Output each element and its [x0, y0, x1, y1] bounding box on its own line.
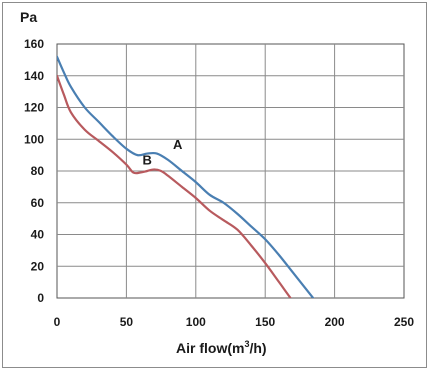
grid-lines — [57, 44, 404, 298]
y-axis-title: Pa — [20, 9, 37, 25]
y-tick-labels: 0 20 40 60 80 100 120 140 160 — [24, 37, 44, 305]
x-tick-labels: 0 50 100 150 200 250 — [54, 315, 415, 329]
y-tick-label: 100 — [24, 132, 44, 146]
x-axis-title-tail: /h) — [249, 340, 266, 356]
y-tick-label: 60 — [31, 196, 45, 210]
x-tick-label: 250 — [394, 315, 414, 329]
series-group — [57, 55, 315, 298]
x-axis-title: Air flow(m3/h) — [176, 339, 267, 356]
x-tick-label: 200 — [325, 315, 345, 329]
x-axis-title-main: Air flow(m — [176, 340, 244, 356]
y-tick-label: 0 — [37, 291, 44, 305]
y-tick-label: 40 — [31, 228, 45, 242]
x-tick-label: 0 — [54, 315, 61, 329]
y-tick-label: 120 — [24, 101, 44, 115]
y-tick-label: 140 — [24, 69, 44, 83]
x-tick-label: 50 — [120, 315, 134, 329]
series-line-B — [57, 74, 292, 298]
x-axis-title-superscript: 3 — [244, 339, 249, 349]
x-tick-label: 150 — [255, 315, 275, 329]
y-tick-label: 80 — [31, 164, 45, 178]
series-label-B: B — [143, 153, 152, 168]
series-line-A — [57, 55, 315, 298]
series-label-A: A — [173, 137, 183, 152]
x-tick-label: 100 — [186, 315, 206, 329]
y-tick-label: 160 — [24, 37, 44, 51]
series-labels: AB — [143, 137, 184, 168]
chart-frame — [2, 2, 427, 368]
y-tick-label: 20 — [31, 259, 45, 273]
